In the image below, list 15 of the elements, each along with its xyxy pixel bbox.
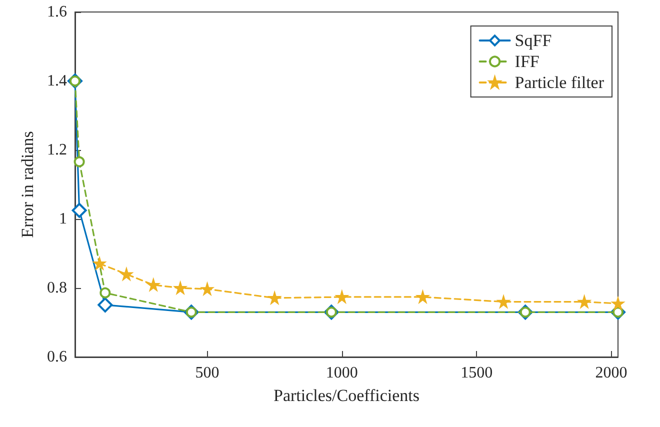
x-tick-label: 500 [195,364,220,382]
legend-label: Particle filter [514,73,604,92]
y-tick-label: 1 [59,210,67,228]
x-axis-title: Particles/Coefficients [273,386,420,405]
legend-label: SqFF [514,31,552,50]
y-tick-label: 0.6 [47,348,67,366]
y-tick-label: 1.4 [47,72,67,90]
y-tick-label: 1.2 [47,142,67,158]
x-tick-label: 1500 [460,364,493,382]
x-tick-label: 1000 [326,364,358,382]
y-tick-label: 0.8 [47,280,67,296]
legend-label: IFF [514,52,540,71]
x-tick-label: 2000 [595,364,628,382]
y-axis-title: Error in radians [18,131,38,238]
y-tick-label: 1.6 [47,4,67,20]
